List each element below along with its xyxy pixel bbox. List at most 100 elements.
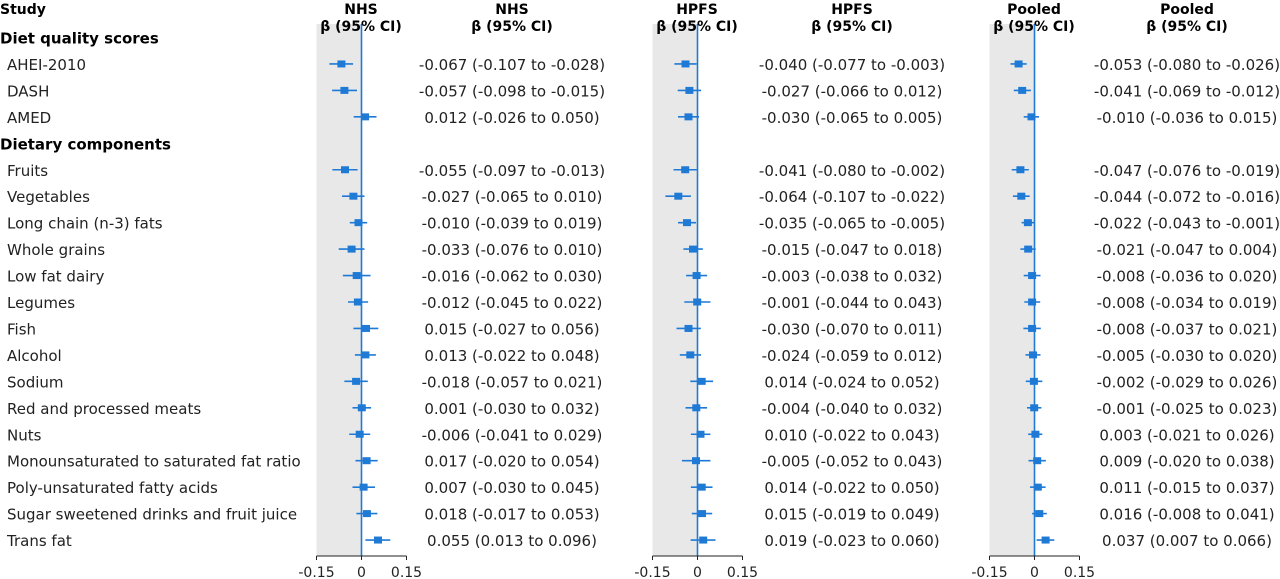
estimate-value: -0.022 (-0.043 to -0.001) <box>1094 215 1280 233</box>
point-estimate-marker <box>681 60 690 68</box>
x-tick-label: 0.15 <box>727 565 758 579</box>
estimate-value: -0.004 (-0.040 to 0.032) <box>762 400 943 418</box>
point-estimate-marker <box>1018 86 1027 94</box>
x-tick-label: -0.15 <box>298 565 334 579</box>
point-estimate-marker <box>347 245 356 253</box>
estimate-value: 0.055 (0.013 to 0.096) <box>427 532 597 550</box>
point-estimate-marker <box>1017 192 1026 200</box>
x-tick-label: -0.15 <box>971 565 1007 579</box>
estimate-value: -0.033 (-0.076 to 0.010) <box>422 241 603 259</box>
shaded-region <box>989 24 1035 556</box>
estimate-value: -0.067 (-0.107 to -0.028) <box>419 56 605 74</box>
estimate-value: -0.047 (-0.076 to -0.019) <box>1094 162 1280 180</box>
x-tick-label: 0.15 <box>391 565 422 579</box>
row-label: Sodium <box>7 373 64 391</box>
point-estimate-marker <box>693 298 702 306</box>
column-header-title: Pooled <box>1160 2 1214 18</box>
estimate-value: -0.015 (-0.047 to 0.018) <box>762 241 943 259</box>
point-estimate-marker <box>354 219 363 227</box>
estimate-value: -0.010 (-0.039 to 0.019) <box>422 215 603 233</box>
estimate-value: 0.018 (-0.017 to 0.053) <box>424 506 599 524</box>
point-estimate-marker <box>349 192 358 200</box>
x-tick-label: -0.15 <box>634 565 670 579</box>
panel-header-subtitle: β (95% CI) <box>656 19 738 35</box>
point-estimate-marker <box>1041 536 1050 544</box>
estimate-value: -0.010 (-0.036 to 0.015) <box>1097 109 1278 127</box>
row-label: Legumes <box>7 294 75 312</box>
point-estimate-marker <box>681 166 690 174</box>
point-estimate-marker <box>1016 166 1025 174</box>
estimate-value: -0.040 (-0.077 to -0.003) <box>759 56 945 74</box>
estimate-value: -0.030 (-0.070 to 0.011) <box>762 320 943 338</box>
estimate-value: -0.064 (-0.107 to -0.022) <box>759 188 945 206</box>
estimate-value: -0.041 (-0.080 to -0.002) <box>759 162 945 180</box>
column-header-title: NHS <box>495 2 529 18</box>
row-label: Trans fat <box>6 532 72 550</box>
point-estimate-marker <box>1035 510 1044 518</box>
row-label: Monounsaturated to saturated fat ratio <box>7 453 301 471</box>
estimate-value: 0.011 (-0.015 to 0.037) <box>1099 479 1274 497</box>
estimate-value: -0.008 (-0.034 to 0.019) <box>1097 294 1278 312</box>
estimate-value: 0.007 (-0.030 to 0.045) <box>424 479 599 497</box>
estimate-value: 0.037 (0.007 to 0.066) <box>1102 532 1272 550</box>
point-estimate-marker <box>685 86 694 94</box>
row-label: Whole grains <box>7 241 105 259</box>
panel-header-subtitle: β (95% CI) <box>993 19 1075 35</box>
panel-header-title: NHS <box>344 2 378 18</box>
point-estimate-marker <box>683 219 691 227</box>
estimate-value: 0.015 (-0.027 to 0.056) <box>424 320 599 338</box>
estimate-value: 0.001 (-0.030 to 0.032) <box>424 400 599 418</box>
estimate-value: -0.041 (-0.069 to -0.012) <box>1094 82 1280 100</box>
column-header-title: HPFS <box>831 2 873 18</box>
point-estimate-marker <box>1014 60 1023 68</box>
point-estimate-marker <box>361 113 370 121</box>
point-estimate-marker <box>361 351 370 359</box>
point-estimate-marker <box>697 377 706 385</box>
study-header: Study <box>0 2 46 18</box>
point-estimate-marker <box>692 272 701 280</box>
point-estimate-marker <box>697 483 706 491</box>
section-heading: Dietary components <box>0 135 171 153</box>
point-estimate-marker <box>674 192 683 200</box>
row-label: AHEI-2010 <box>7 56 86 74</box>
point-estimate-marker <box>684 324 693 332</box>
estimate-value: 0.015 (-0.019 to 0.049) <box>764 506 939 524</box>
row-label: Low fat dairy <box>7 268 104 286</box>
point-estimate-marker <box>1029 377 1038 385</box>
row-label: DASH <box>7 82 49 100</box>
estimate-value: -0.008 (-0.037 to 0.021) <box>1097 320 1278 338</box>
row-label: Fish <box>7 320 36 338</box>
panel-header-subtitle: β (95% CI) <box>320 19 402 35</box>
point-estimate-marker <box>698 510 706 518</box>
point-estimate-marker <box>1029 351 1037 359</box>
row-label: Vegetables <box>7 188 90 206</box>
point-estimate-marker <box>355 430 364 438</box>
point-estimate-marker <box>1033 483 1042 491</box>
estimate-value: 0.012 (-0.026 to 0.050) <box>424 109 599 127</box>
point-estimate-marker <box>374 536 382 544</box>
point-estimate-marker <box>1033 457 1042 465</box>
estimate-value: 0.003 (-0.021 to 0.026) <box>1099 426 1274 444</box>
row-label: Sugar sweetened drinks and fruit juice <box>7 506 297 524</box>
estimate-value: 0.014 (-0.024 to 0.052) <box>764 373 939 391</box>
x-tick-label: 0.15 <box>1064 565 1095 579</box>
point-estimate-marker <box>337 60 346 68</box>
point-estimate-marker <box>1027 113 1036 121</box>
row-label: Long chain (n-3) fats <box>7 215 163 233</box>
column-header-subtitle: β (95% CI) <box>1146 19 1228 35</box>
x-tick-label: 0 <box>693 565 702 579</box>
point-estimate-marker <box>686 351 695 359</box>
point-estimate-marker <box>692 404 701 412</box>
point-estimate-marker <box>699 536 708 544</box>
point-estimate-marker <box>359 483 368 491</box>
row-label: Fruits <box>7 162 48 180</box>
point-estimate-marker <box>1028 272 1037 280</box>
estimate-value: -0.053 (-0.080 to -0.026) <box>1094 56 1280 74</box>
estimate-value: -0.027 (-0.065 to 0.010) <box>422 188 603 206</box>
estimate-value: 0.013 (-0.022 to 0.048) <box>424 347 599 365</box>
estimate-value: 0.014 (-0.022 to 0.050) <box>764 479 939 497</box>
row-label: Red and processed meats <box>7 400 201 418</box>
point-estimate-marker <box>353 298 362 306</box>
estimate-value: 0.017 (-0.020 to 0.054) <box>424 453 599 471</box>
